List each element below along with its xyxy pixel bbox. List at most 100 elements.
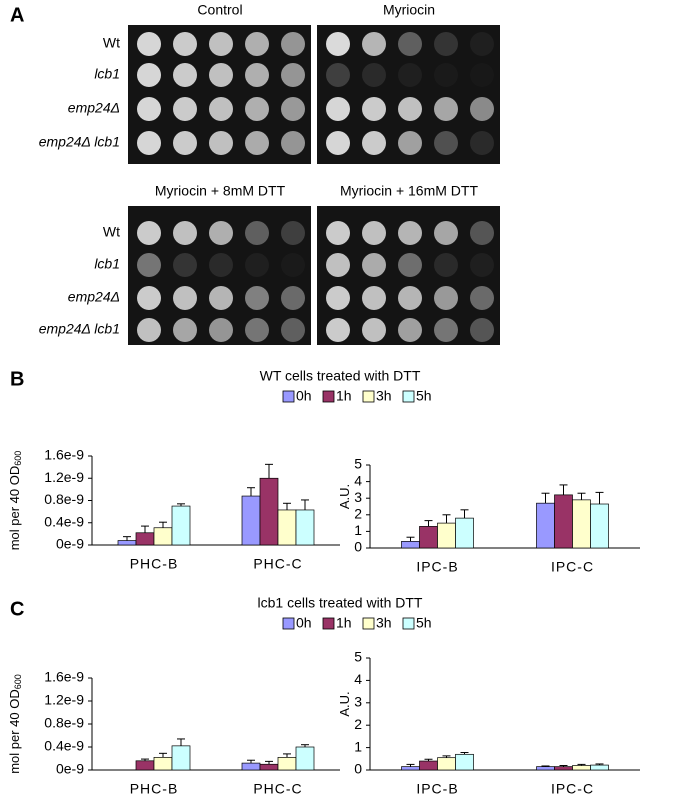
legend-label: 1h: [336, 615, 352, 631]
colony-spot: [326, 318, 350, 342]
y-tick-label: 1.6e-9: [44, 669, 84, 685]
error-bar: [177, 738, 185, 746]
error-bar: [159, 752, 167, 758]
x-tick-label: IPC-B: [416, 559, 458, 575]
panel-label: B: [10, 368, 24, 390]
legend-swatch: [282, 390, 295, 403]
y-tick-label: 3: [354, 694, 362, 710]
colony-spot: [326, 97, 350, 121]
strain-label: emp24Δ: [68, 289, 120, 305]
bar: [437, 522, 456, 549]
error-bar: [141, 525, 149, 533]
bar: [241, 495, 261, 546]
colony-spot: [173, 32, 197, 56]
legend-label: 1h: [336, 388, 352, 404]
strain-label: emp24Δ lcb1: [39, 134, 120, 150]
y-tick-label: 1.2e-9: [44, 692, 84, 708]
error-bar: [301, 499, 309, 510]
x-tick-label: PHC-C: [253, 781, 302, 794]
legend-swatch: [402, 390, 415, 403]
colony-spot: [398, 318, 422, 342]
colony-spot: [398, 131, 422, 155]
colony-spot: [470, 318, 494, 342]
colony-spot: [245, 253, 269, 277]
strain-label: emp24Δ: [68, 100, 120, 116]
y-tick-label: 1: [354, 738, 362, 754]
colony-spot: [137, 63, 161, 87]
error-bar: [541, 765, 550, 767]
strain-label: lcb1: [94, 256, 120, 272]
y-tick-label: 2: [354, 716, 362, 732]
colony-spot: [209, 286, 233, 310]
x-tick-label: PHC-C: [253, 556, 302, 572]
colony-spot: [362, 221, 386, 245]
condition-title: Myriocin + 8mM DTT: [155, 183, 286, 199]
colony-spot: [362, 97, 386, 121]
legend-label: 5h: [416, 388, 432, 404]
bar: [419, 526, 438, 549]
strain-label: Wt: [103, 224, 120, 240]
colony-spot: [398, 253, 422, 277]
colony-spot: [281, 221, 305, 245]
error-bar: [141, 758, 149, 761]
colony-spot: [281, 253, 305, 277]
legend-swatch: [322, 617, 335, 630]
bar: [295, 746, 315, 771]
colony-spot: [209, 32, 233, 56]
bar: [437, 757, 456, 771]
bar: [241, 762, 261, 771]
strain-label: emp24Δ lcb1: [39, 321, 120, 337]
colony-spot: [326, 253, 350, 277]
y-axis-label: A.U.: [337, 484, 352, 509]
legend-swatch: [362, 617, 375, 630]
bar: [590, 764, 609, 771]
colony-spot: [245, 131, 269, 155]
colony-spot: [281, 63, 305, 87]
error-bar: [301, 744, 309, 747]
y-tick-label: 0e-9: [56, 536, 84, 552]
error-bar: [265, 760, 273, 765]
y-axis-label-text: mol per 40 OD: [7, 466, 22, 551]
x-tick-label: IPC-C: [551, 781, 594, 794]
colony-spot: [326, 32, 350, 56]
x-tick-label: IPC-C: [551, 559, 594, 575]
y-tick-label: 3: [354, 489, 362, 505]
y-axis-label: mol per 40 OD600: [7, 451, 23, 551]
bar: [401, 541, 420, 549]
bar: [277, 756, 297, 771]
error-bar: [283, 502, 291, 510]
y-tick-label: 0.8e-9: [44, 491, 84, 507]
colony-spot: [470, 131, 494, 155]
error-bar: [541, 492, 550, 504]
colony-spot: [434, 221, 458, 245]
colony-spot: [245, 286, 269, 310]
colony-spot: [398, 221, 422, 245]
error-bar: [265, 463, 273, 479]
colony-spot: [281, 131, 305, 155]
colony-spot: [470, 32, 494, 56]
strain-label: lcb1: [94, 66, 120, 82]
bar: [171, 745, 191, 771]
bar: [135, 760, 155, 771]
colony-spot: [137, 253, 161, 277]
bar: [554, 494, 573, 549]
panel-label: A: [10, 4, 24, 26]
colony-spot: [398, 97, 422, 121]
colony-spot: [137, 318, 161, 342]
colony-spot: [245, 97, 269, 121]
colony-spot: [362, 131, 386, 155]
error-bar: [577, 763, 586, 766]
y-tick-label: 1.6e-9: [44, 447, 84, 463]
bar: [295, 509, 315, 546]
colony-spot: [434, 131, 458, 155]
bar: [590, 503, 609, 549]
x-tick-label: PHC-B: [130, 781, 179, 794]
colony-spot: [173, 63, 197, 87]
bar: [536, 766, 555, 771]
legend-label: 0h: [296, 388, 312, 404]
colony-spot: [209, 97, 233, 121]
error-bar: [177, 503, 185, 507]
legend-swatch: [362, 390, 375, 403]
bar: [572, 765, 591, 771]
error-bar: [460, 509, 469, 519]
